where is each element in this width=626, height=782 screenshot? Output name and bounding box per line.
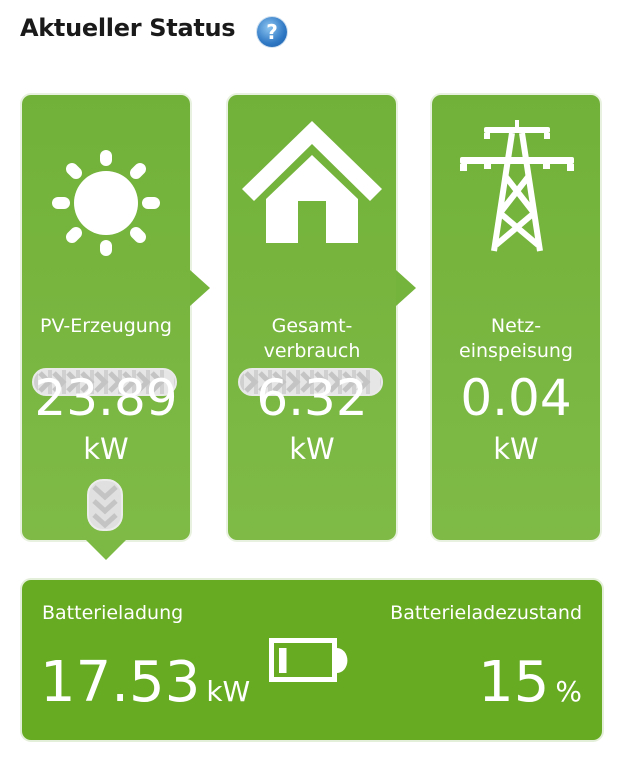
pv-to-battery-flow-indicator — [87, 479, 123, 531]
battery-soc-value-group: 15% — [478, 648, 582, 727]
consumption-label-line2: verbrauch — [263, 340, 361, 362]
sun-icon — [52, 150, 160, 256]
pv-value: 23.89 — [34, 369, 178, 427]
pv-card: PV-Erzeugung 23.89 kW — [22, 95, 190, 540]
battery-soc-unit: % — [555, 675, 582, 708]
power-pylon-icon — [460, 120, 574, 252]
pv-to-house-flow-indicator — [32, 368, 177, 396]
grid-feed-label-line2: einspeisung — [459, 340, 573, 362]
consumption-arrow-right — [396, 270, 416, 306]
consumption-unit: kW — [289, 432, 335, 466]
grid-feed-label-line1: Netz- — [490, 315, 542, 337]
battery-level-fill — [279, 648, 287, 673]
pv-arrow-right — [190, 270, 210, 306]
pv-arrow-down — [86, 540, 126, 560]
battery-charge-unit: kW — [206, 675, 251, 708]
pv-label: PV-Erzeugung — [40, 315, 172, 337]
pv-unit: kW — [83, 432, 129, 466]
consumption-value: 6.32 — [256, 369, 368, 427]
page-title: Aktueller Status — [20, 14, 236, 42]
battery-panel: Batterieladung 17.53 kW Batterieladezusta… — [22, 580, 602, 740]
battery-soc-label: Batterieladezustand — [390, 602, 582, 624]
battery-charge-label: Batterieladung — [42, 602, 184, 624]
house-icon — [242, 121, 382, 243]
grid-feed-value: 0.04 — [460, 369, 572, 427]
grid-feed-unit: kW — [493, 432, 539, 466]
battery-soc-value: 15 — [478, 650, 550, 715]
consumption-card: Gesamt- verbrauch 6.32 kW — [228, 95, 396, 540]
help-icon[interactable]: ? — [257, 17, 287, 47]
consumption-label-line1: Gesamt- — [271, 315, 353, 337]
battery-charge-value-group: 17.53 kW — [40, 648, 250, 727]
house-to-grid-flow-indicator — [238, 368, 383, 396]
battery-charge-value: 17.53 — [40, 650, 201, 715]
grid-feed-card: Netz- einspeisung 0.04 kW — [432, 95, 600, 540]
battery-icon — [269, 638, 348, 682]
